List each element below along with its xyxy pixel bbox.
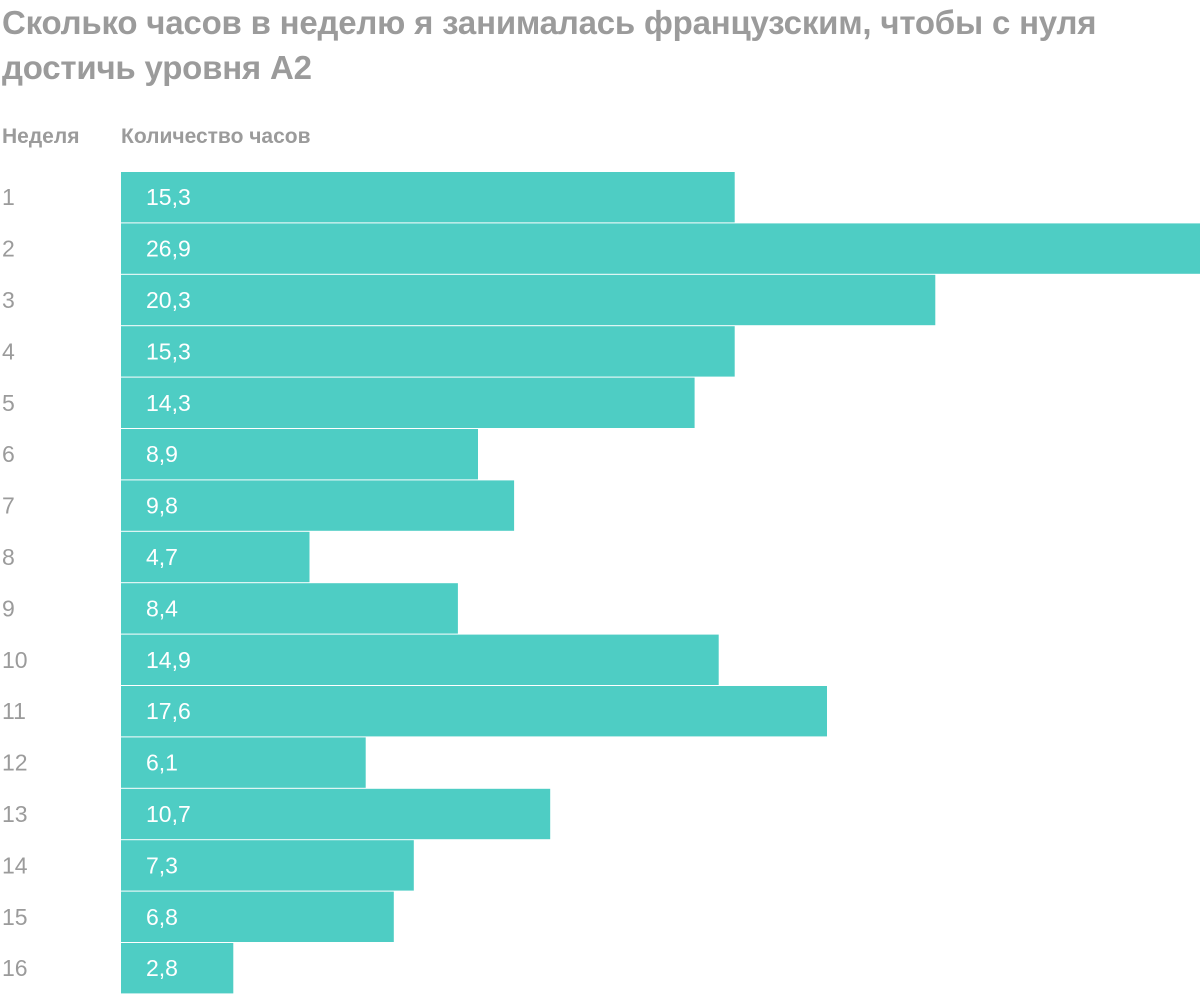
week-label-4: 4 xyxy=(2,338,15,364)
bar-week-1 xyxy=(121,172,735,223)
value-label-week-8: 4,7 xyxy=(146,544,178,570)
week-label-7: 7 xyxy=(2,493,15,519)
week-label-8: 8 xyxy=(2,544,15,570)
value-label-week-14: 7,3 xyxy=(146,852,178,878)
value-label-week-5: 14,3 xyxy=(146,390,191,416)
value-label-week-10: 14,9 xyxy=(146,647,191,673)
value-label-week-3: 20,3 xyxy=(146,287,191,313)
value-label-week-7: 9,8 xyxy=(146,493,178,519)
week-label-12: 12 xyxy=(2,750,28,776)
week-label-16: 16 xyxy=(2,955,28,981)
week-label-14: 14 xyxy=(2,852,28,878)
value-label-week-1: 15,3 xyxy=(146,184,191,210)
bar-week-15 xyxy=(121,891,394,942)
bar-week-12 xyxy=(121,737,366,788)
bar-week-13 xyxy=(121,788,551,840)
week-label-2: 2 xyxy=(2,236,15,262)
week-label-9: 9 xyxy=(2,595,15,621)
week-label-13: 13 xyxy=(2,801,28,827)
bar-week-16 xyxy=(121,943,234,994)
value-label-week-12: 6,1 xyxy=(146,750,178,776)
bar-week-6 xyxy=(121,429,478,480)
week-label-6: 6 xyxy=(2,441,15,467)
value-label-week-16: 2,8 xyxy=(146,955,178,981)
bar-week-8 xyxy=(121,531,310,583)
bar-week-9 xyxy=(121,583,458,634)
value-label-week-13: 10,7 xyxy=(146,801,191,827)
bar-week-3 xyxy=(121,274,936,326)
week-label-3: 3 xyxy=(2,287,15,313)
value-label-week-9: 8,4 xyxy=(146,595,178,621)
bar-week-7 xyxy=(121,480,515,531)
week-label-11: 11 xyxy=(2,698,26,724)
week-label-1: 1 xyxy=(2,184,15,210)
value-label-week-15: 6,8 xyxy=(146,904,178,930)
chart-title: Сколько часов в неделю я занималась фран… xyxy=(2,4,1097,86)
week-column-header: Неделя xyxy=(2,125,80,148)
week-label-15: 15 xyxy=(2,904,28,930)
value-label-week-2: 26,9 xyxy=(146,236,191,262)
week-label-10: 10 xyxy=(2,647,28,673)
bar-week-11 xyxy=(121,686,827,737)
value-label-week-4: 15,3 xyxy=(146,338,191,364)
bar-week-2 xyxy=(121,223,1200,274)
bar-week-14 xyxy=(121,840,414,891)
bar-week-5 xyxy=(121,377,695,428)
hours-column-header: Количество часов xyxy=(121,125,311,148)
bar-week-10 xyxy=(121,634,719,685)
value-label-week-6: 8,9 xyxy=(146,441,178,467)
week-label-5: 5 xyxy=(2,390,15,416)
value-label-week-11: 17,6 xyxy=(146,698,191,724)
bar-week-4 xyxy=(121,326,735,377)
